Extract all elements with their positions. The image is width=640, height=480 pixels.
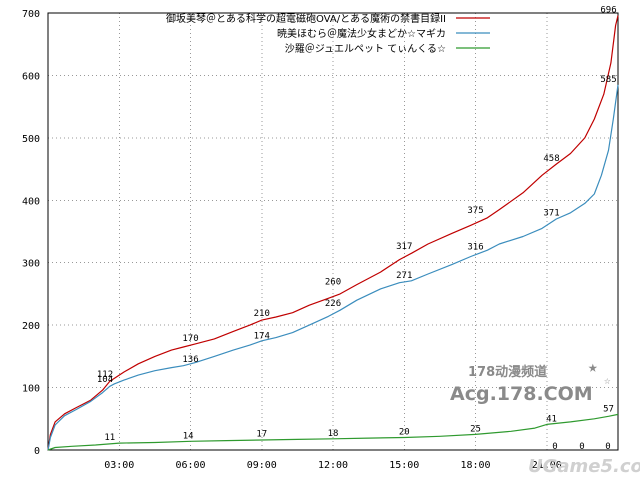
data-label-s2-3: 18 [328, 429, 339, 439]
series-line-1 [47, 84, 619, 451]
y-tick-label-600: 600 [22, 71, 40, 82]
x-tick-label-4: 15:00 [389, 460, 419, 471]
data-label-s2-4: 20 [399, 428, 410, 438]
data-labels: 1121702102603173754586961041361742262713… [97, 5, 617, 452]
x-tick-label-6: 21:00 [532, 460, 562, 471]
plot-frame [47, 12, 619, 451]
end-zero-label-0: 0 [552, 442, 557, 452]
data-label-s2-6: 41 [546, 414, 557, 424]
data-label-s1-2: 174 [254, 331, 270, 341]
legend-label-0: 御坂美琴＠とある科学の超電磁砲OVA/とある魔術の禁書目録II [166, 12, 446, 25]
end-zero-label-1: 0 [579, 442, 584, 452]
y-tick-label-700: 700 [22, 9, 40, 20]
legend: 御坂美琴＠とある科学の超電磁砲OVA/とある魔術の禁書目録II 暁美ほむら＠魔法少… [166, 12, 490, 55]
watermark-star-icon: ★ [588, 357, 598, 376]
data-label-s1-0: 104 [97, 375, 113, 385]
data-label-s2-7: 57 [603, 404, 614, 414]
series-lines [47, 15, 619, 451]
x-tick-label-1: 06:00 [175, 460, 205, 471]
legend-label-1: 暁美ほむら＠魔法少女まどか☆マギカ [277, 27, 446, 40]
legend-label-2: 沙羅＠ジュエルペット てぃんくる☆ [285, 43, 446, 55]
y-tick-label-400: 400 [22, 196, 40, 207]
series-line-0 [47, 15, 619, 451]
data-label-s1-3: 226 [325, 299, 341, 309]
y-tick-label-100: 100 [22, 384, 40, 395]
x-tick-label-3: 12:00 [318, 460, 348, 471]
data-label-s0-3: 260 [325, 278, 341, 288]
y-tick-label-500: 500 [22, 134, 40, 145]
watermark-star-icon-small: ☆ [604, 374, 611, 387]
y-tick-label-200: 200 [22, 321, 40, 332]
y-tick-label-0: 0 [34, 446, 40, 457]
data-label-s0-6: 458 [543, 154, 559, 164]
watermark: 178动漫频道 Acg.178.COM ★ ☆ UGame5.com [450, 357, 640, 477]
grid-lines [48, 13, 618, 450]
data-label-s0-7: 696 [600, 5, 616, 15]
data-label-s1-7: 585 [600, 75, 616, 85]
data-label-s0-0: 112 [97, 370, 113, 380]
data-label-s0-5: 375 [467, 206, 483, 216]
data-label-s1-5: 316 [467, 243, 483, 253]
data-label-s2-5: 25 [470, 424, 481, 434]
end-zero-label-2: 0 [605, 442, 610, 452]
x-tick-label-2: 09:00 [247, 460, 277, 471]
data-label-s2-1: 14 [183, 431, 194, 441]
data-label-s0-2: 210 [254, 309, 270, 319]
watermark-ugame-text: UGame5.com [528, 456, 640, 477]
data-label-s0-4: 317 [396, 242, 412, 252]
x-tick-label-5: 18:00 [460, 460, 490, 471]
data-label-s1-6: 371 [543, 208, 559, 218]
data-label-s1-4: 271 [396, 271, 412, 281]
y-tick-label-300: 300 [22, 259, 40, 270]
x-tick-label-0: 03:00 [104, 460, 134, 471]
watermark-url-text: Acg.178.COM [450, 383, 593, 405]
series-line-2 [47, 413, 619, 451]
data-label-s2-0: 11 [104, 433, 115, 443]
data-label-s0-1: 170 [182, 334, 198, 344]
data-label-s1-1: 136 [182, 355, 198, 365]
data-label-s2-2: 17 [256, 429, 267, 439]
watermark-cn-text: 178动漫频道 [468, 364, 547, 380]
